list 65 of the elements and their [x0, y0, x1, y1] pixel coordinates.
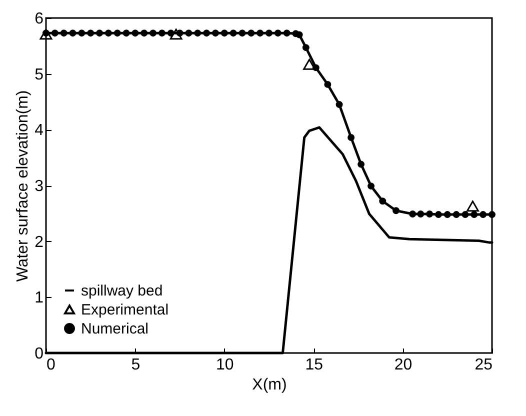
y-axis-title: Water surface elevation(m)	[14, 90, 32, 282]
point	[392, 207, 400, 214]
point	[480, 211, 487, 218]
x-tick-label: 0	[46, 356, 56, 374]
point	[462, 211, 469, 218]
point	[274, 30, 282, 37]
point	[452, 211, 460, 218]
point	[96, 30, 104, 37]
y-tick-label: 3	[34, 178, 44, 195]
x-tick-label: 15	[305, 356, 324, 374]
point	[203, 30, 210, 37]
point	[150, 30, 157, 37]
point	[256, 30, 264, 37]
point	[248, 30, 255, 37]
legend-label: Numerical	[81, 320, 149, 338]
y-tick-label: 0	[34, 346, 44, 362]
point	[185, 30, 192, 37]
point	[140, 30, 148, 37]
point	[69, 30, 76, 37]
y-tick-label: 6	[34, 10, 44, 28]
x-tick-label: 5	[131, 356, 140, 374]
point	[170, 28, 182, 40]
point	[132, 30, 139, 37]
point	[444, 211, 451, 218]
point	[122, 30, 130, 37]
point	[87, 30, 94, 37]
point	[324, 80, 332, 88]
point	[220, 30, 228, 37]
point	[60, 30, 68, 37]
y-tick-label: 1	[34, 290, 44, 307]
point	[434, 211, 442, 218]
point	[230, 30, 237, 37]
point	[194, 30, 202, 37]
point	[426, 210, 434, 218]
x-tick-label: 20	[394, 356, 412, 374]
point	[78, 30, 86, 37]
point	[368, 182, 375, 190]
legend-label: Experimental	[81, 302, 169, 318]
y-tick-label: 2	[34, 234, 44, 251]
x-axis-title: X(m)	[252, 376, 287, 394]
legend-label: spillway bed	[81, 282, 163, 300]
point	[466, 200, 479, 212]
x-tick-label: 10	[216, 356, 234, 374]
point	[470, 211, 478, 218]
point	[114, 30, 121, 37]
y-tick-label: 4	[34, 122, 44, 140]
point	[409, 210, 416, 218]
point	[348, 134, 355, 141]
point	[296, 31, 303, 38]
point	[158, 30, 166, 37]
point	[336, 101, 343, 108]
point	[302, 44, 310, 52]
point	[40, 28, 52, 40]
x-tick-label: 25	[474, 356, 493, 374]
point	[488, 211, 496, 218]
point	[238, 30, 246, 37]
point	[358, 160, 365, 168]
point	[266, 30, 272, 37]
y-tick-label: 5	[34, 66, 44, 84]
point	[51, 30, 58, 37]
point	[379, 198, 386, 205]
point	[283, 30, 290, 37]
point	[417, 210, 424, 218]
point	[104, 30, 112, 37]
point	[212, 30, 219, 37]
